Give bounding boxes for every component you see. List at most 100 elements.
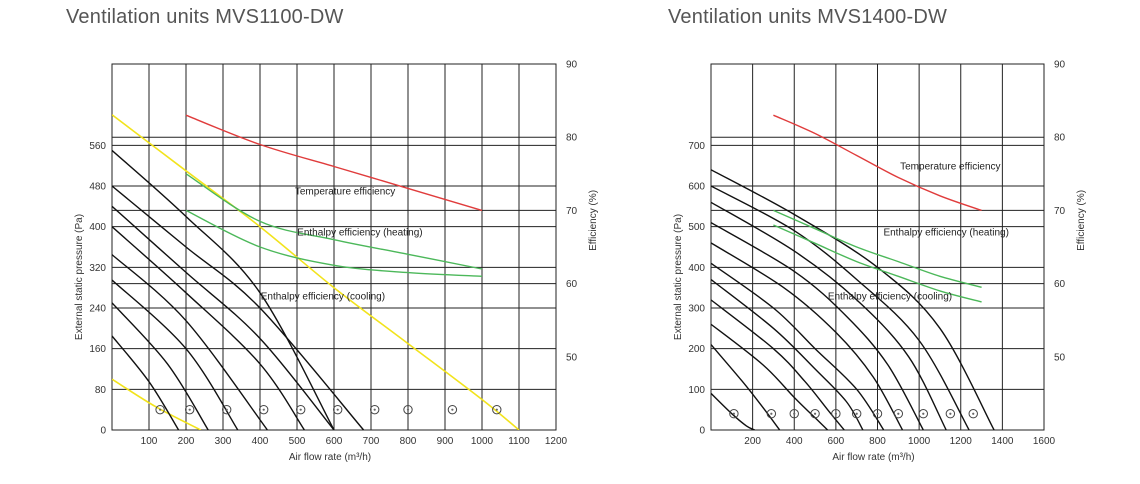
x-tick-label: 300 [215, 436, 232, 447]
x-tick-label: 400 [252, 436, 269, 447]
operating-point-marker [259, 404, 269, 415]
chart-title-mvs1400: Ventilation units MVS1400-DW [668, 6, 948, 28]
x-tick-label: 900 [437, 436, 454, 447]
pressure-curve [711, 299, 845, 430]
y-tick-label: 480 [89, 182, 106, 193]
x-axis-label: Air flow rate (m³/h) [832, 452, 914, 463]
efficiency-annotation: Temperature efficiency [900, 161, 1000, 172]
chart-mvs1100: 100 200 300 400 500 600 700 800 900 1000 1100 1200 0… [74, 60, 599, 464]
pressure-curve [711, 185, 970, 430]
x-tick-label: 500 [289, 436, 306, 447]
operating-point-marker [945, 409, 956, 419]
y2-tick-label: 60 [566, 279, 578, 290]
operating-point-marker-center [299, 408, 302, 411]
y2-tick-label: 50 [566, 352, 578, 363]
pressure-curve [711, 262, 885, 430]
operating-point-marker [185, 404, 195, 415]
operating-point-marker-center [451, 408, 454, 411]
x-tick-label: 800 [400, 436, 417, 447]
efficiency-annotation: Enthalpy efficiency (heating) [297, 227, 422, 238]
x-tick-label: 100 [141, 436, 158, 447]
x-tick-label: 700 [363, 436, 380, 447]
operating-point-marker-center [770, 412, 773, 415]
operating-point-marker [831, 409, 841, 419]
pressure-curve [112, 335, 180, 430]
operating-point-marker [447, 404, 458, 415]
efficiency-annotation: Enthalpy efficiency (cooling) [828, 292, 952, 303]
y-tick-label: 500 [688, 222, 705, 233]
operating-point-marker [968, 409, 978, 419]
pressure-curve [112, 279, 239, 430]
operating-point-marker [918, 409, 928, 419]
y-tick-label: 100 [688, 385, 705, 396]
operating-point-marker [370, 404, 380, 415]
efficiency-curve [773, 114, 982, 212]
operating-point-marker-center [262, 408, 265, 411]
x-tick-label: 800 [869, 436, 886, 447]
x-axis-label: Air flow rate (m³/h) [289, 452, 371, 463]
operating-point-marker [222, 404, 232, 415]
pressure-curve [112, 149, 335, 430]
y-tick-label: 560 [89, 141, 106, 152]
operating-point-marker [766, 409, 777, 419]
limit-curve [112, 114, 520, 430]
x-tick-label: 400 [786, 436, 803, 447]
efficiency-curve [773, 224, 982, 303]
y2-tick-label: 90 [1054, 60, 1066, 71]
x-tick-label: 1000 [471, 436, 494, 447]
operating-point-marker-center [336, 408, 339, 411]
y-tick-label: 80 [95, 385, 107, 396]
operating-point-marker [296, 404, 306, 415]
operating-point-marker [729, 409, 739, 419]
x-tick-label: 1200 [545, 436, 568, 447]
y-tick-label: 700 [688, 141, 705, 152]
operating-point-marker-center [159, 408, 162, 411]
operating-point-marker [492, 404, 502, 415]
y2-tick-label: 50 [1054, 352, 1066, 363]
operating-point-marker-center [876, 412, 879, 415]
operating-point-marker [403, 404, 413, 415]
y-tick-label: 240 [89, 304, 106, 315]
operating-point-marker-center [495, 408, 498, 411]
plot-area [711, 114, 995, 430]
x-tick-label: 1000 [908, 436, 931, 447]
efficiency-curve [185, 114, 483, 212]
y2-tick-label: 70 [566, 206, 578, 217]
y-tick-label: 400 [89, 222, 106, 233]
pressure-curve [112, 302, 209, 430]
operating-point-marker-center [813, 412, 817, 415]
efficiency-curve [185, 209, 483, 277]
x-tick-label: 1600 [1033, 436, 1056, 447]
efficiency-annotation: Temperature efficiency [295, 186, 395, 197]
pressure-curve [711, 344, 781, 430]
x-tick-label: 200 [178, 436, 195, 447]
pressure-curve [711, 169, 995, 430]
y-tick-label: 0 [699, 426, 705, 437]
operating-point-marker-center [732, 412, 735, 415]
operating-point-marker-center [972, 412, 975, 415]
x-tick-label: 1400 [991, 436, 1014, 447]
y-tick-label: 200 [688, 344, 705, 355]
chart-mvs1400: 200 400 600 800 1000 1200 1400 1600 0 100 200 300 40… [673, 60, 1087, 464]
y-tick-label: 300 [688, 304, 705, 315]
pressure-curve [112, 185, 365, 430]
x-tick-label: 600 [326, 436, 343, 447]
y-tick-label: 400 [688, 263, 705, 274]
pressure-curve [711, 221, 924, 430]
operating-point-marker-center [793, 412, 796, 415]
limit-curve [112, 378, 202, 430]
y2-tick-label: 60 [1054, 279, 1066, 290]
y2-tick-label: 90 [566, 60, 578, 71]
y2-tick-label: 70 [1054, 206, 1066, 217]
y2-axis-label: Efficiency (%) [588, 190, 599, 251]
pressure-curve [711, 323, 829, 430]
operating-point-marker-center [406, 408, 410, 411]
operating-point-marker [810, 409, 820, 419]
operating-point-marker [789, 409, 799, 419]
operating-point-marker-center [897, 412, 900, 415]
operating-point-marker-center [834, 412, 837, 415]
x-tick-label: 1200 [950, 436, 973, 447]
pressure-curve [711, 201, 947, 430]
pressure-curve [112, 205, 335, 430]
y-axis-label: External static pressure (Pa) [673, 214, 684, 340]
